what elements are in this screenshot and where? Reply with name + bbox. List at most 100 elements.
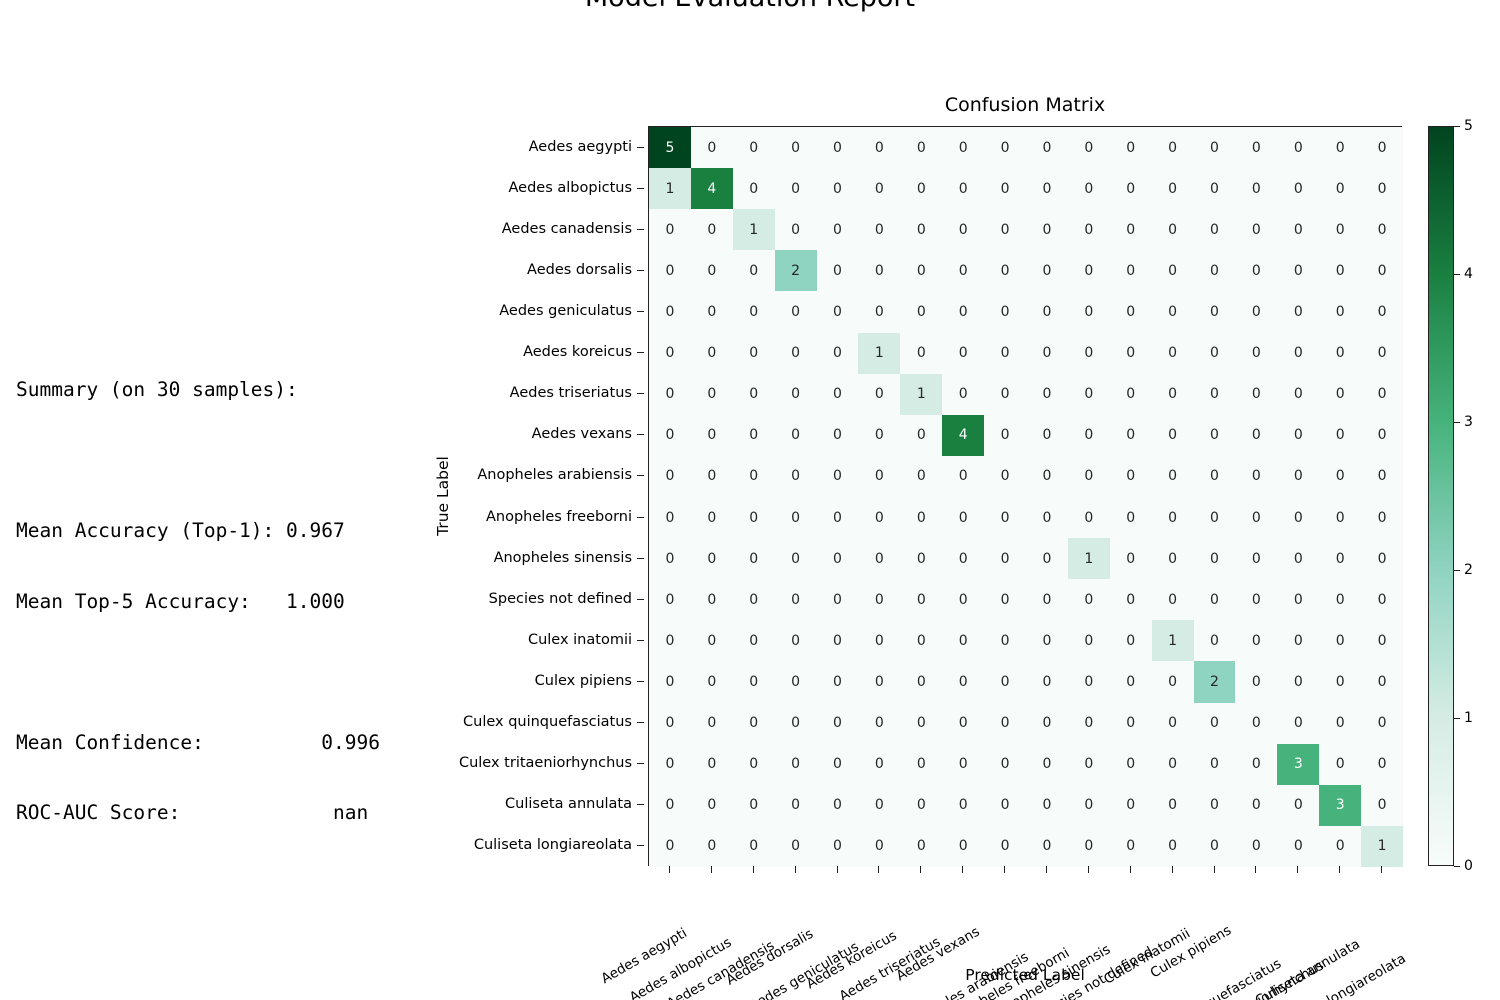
matrix-cell: 0	[1109, 743, 1152, 785]
matrix-cell: 0	[1026, 538, 1068, 580]
matrix-cell: 0	[1361, 373, 1403, 415]
matrix-cell: 0	[858, 538, 901, 580]
matrix-cell: 0	[1361, 168, 1403, 210]
matrix-cell: 0	[942, 209, 985, 251]
matrix-cell: 0	[774, 620, 817, 662]
matrix-cell: 0	[690, 661, 733, 703]
matrix-cell: 0	[1361, 579, 1403, 621]
colorbar-tick-mark	[1454, 274, 1460, 275]
matrix-cell: 0	[774, 538, 817, 580]
matrix-cell: 0	[900, 825, 943, 867]
y-tick-label: Aedes dorsalis	[527, 261, 632, 278]
matrix-cell: 0	[774, 455, 817, 497]
matrix-cell: 0	[900, 168, 943, 210]
matrix-cell: 0	[942, 250, 985, 292]
matrix-cell: 0	[1319, 414, 1362, 456]
matrix-cell: 0	[732, 538, 775, 580]
matrix-cell: 0	[774, 825, 817, 867]
matrix-cell: 0	[690, 579, 733, 621]
matrix-cell: 0	[1277, 291, 1320, 333]
matrix-cell: 0	[942, 702, 985, 744]
matrix-cell: 0	[649, 373, 691, 415]
matrix-cell: 0	[1026, 291, 1068, 333]
matrix-cell: 0	[900, 496, 943, 539]
matrix-cell: 0	[1193, 127, 1236, 169]
matrix-cell: 0	[984, 291, 1026, 333]
matrix-cell: 0	[858, 291, 901, 333]
matrix-cell: 0	[900, 209, 943, 251]
matrix-cell: 0	[649, 661, 691, 703]
matrix-cell: 0	[1277, 538, 1320, 580]
matrix-cell: 0	[816, 455, 859, 497]
matrix-cell: 0	[774, 209, 817, 251]
y-tick-label: Aedes geniculatus	[499, 303, 632, 319]
matrix-cell: 0	[732, 455, 775, 497]
y-tick-mark	[637, 187, 644, 189]
matrix-cell: 0	[690, 496, 733, 539]
summary-value-rocauc: nan	[333, 801, 369, 824]
y-tick-label: Aedes canadensis	[501, 220, 632, 237]
matrix-cell: 0	[1319, 538, 1362, 580]
matrix-cell: 0	[690, 209, 733, 251]
summary-key-top5: Mean Top-5 Accuracy:	[16, 589, 251, 613]
matrix-cell: 0	[900, 579, 943, 621]
matrix-cell: 0	[984, 743, 1026, 785]
matrix-cell: 0	[900, 414, 943, 456]
matrix-cell: 0	[1151, 209, 1194, 251]
matrix-cell: 0	[900, 291, 943, 333]
matrix-cell: 0	[984, 332, 1026, 374]
matrix-cell: 0	[1319, 332, 1362, 374]
matrix-cell: 1	[858, 332, 901, 374]
matrix-cell: 0	[649, 291, 691, 333]
matrix-cell: 0	[774, 784, 817, 826]
matrix-cell: 0	[1361, 496, 1403, 539]
matrix-cell: 5	[649, 127, 691, 169]
matrix-cell: 0	[858, 455, 901, 497]
matrix-cell: 0	[942, 332, 985, 374]
x-tick-mark	[710, 866, 712, 873]
colorbar-tick-mark	[1454, 126, 1460, 127]
matrix-cell: 0	[984, 496, 1026, 539]
matrix-cell: 0	[942, 373, 985, 415]
y-tick-mark	[637, 434, 644, 436]
matrix-cell: 0	[1319, 702, 1362, 744]
matrix-cell: 0	[1277, 620, 1320, 662]
matrix-cell: 0	[1067, 825, 1110, 867]
matrix-cell: 0	[774, 702, 817, 744]
y-tick-mark	[637, 598, 644, 600]
matrix-cell: 0	[649, 825, 691, 867]
matrix-cell: 0	[1361, 291, 1403, 333]
matrix-cell: 0	[1193, 332, 1236, 374]
matrix-cell: 0	[1026, 825, 1068, 867]
matrix-cell: 0	[858, 579, 901, 621]
matrix-cell: 0	[816, 702, 859, 744]
y-tick-mark	[637, 228, 644, 230]
x-tick-mark	[752, 866, 754, 873]
matrix-cell: 0	[1319, 743, 1362, 785]
colorbar-tick-mark	[1454, 570, 1460, 571]
matrix-cell: 0	[732, 496, 775, 539]
y-tick-mark	[637, 269, 644, 271]
matrix-cell: 4	[690, 168, 733, 210]
matrix-cell: 0	[1193, 291, 1236, 333]
summary-row-top5: Mean Top-5 Accuracy: 1.000	[16, 590, 436, 614]
x-tick-mark	[836, 866, 838, 873]
matrix-cell: 0	[649, 250, 691, 292]
matrix-cell: 0	[1151, 784, 1194, 826]
matrix-cell: 0	[1151, 579, 1194, 621]
matrix-cell: 0	[1235, 620, 1278, 662]
matrix-cell: 0	[942, 825, 985, 867]
matrix-cell: 0	[984, 373, 1026, 415]
matrix-cell: 0	[1361, 127, 1403, 169]
matrix-cell: 0	[900, 538, 943, 580]
matrix-cell: 1	[649, 168, 691, 210]
matrix-cell: 2	[774, 250, 817, 292]
colorbar-tick-label: 3	[1464, 414, 1473, 430]
matrix-cell: 0	[1361, 784, 1403, 826]
matrix-cell: 0	[900, 455, 943, 497]
matrix-cell: 0	[984, 455, 1026, 497]
matrix-cell: 0	[1067, 250, 1110, 292]
matrix-cell: 0	[1026, 579, 1068, 621]
matrix-cell: 0	[984, 825, 1026, 867]
matrix-cell: 0	[984, 414, 1026, 456]
